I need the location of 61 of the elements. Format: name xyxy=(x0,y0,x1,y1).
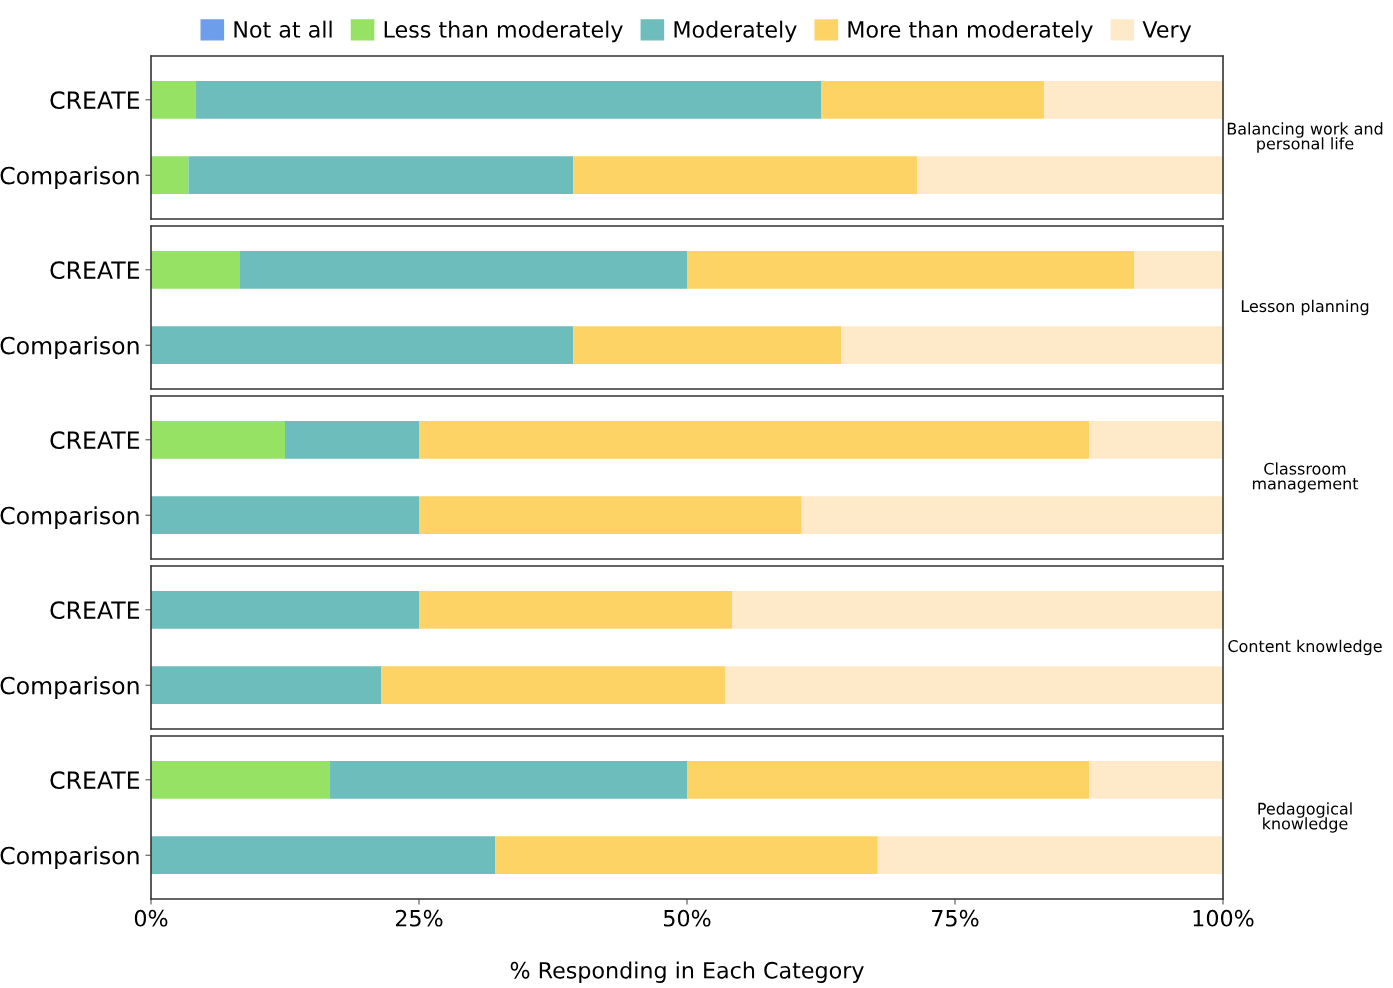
y-tick-label: CREATE xyxy=(50,601,140,620)
bar xyxy=(151,760,331,799)
y-tick-label: Comparison xyxy=(0,676,139,700)
bar xyxy=(1134,250,1223,289)
bar xyxy=(841,326,1223,365)
bar xyxy=(151,590,419,629)
bar xyxy=(419,590,733,629)
x-tick-label: 0% xyxy=(134,909,168,927)
bar xyxy=(151,156,189,195)
bar xyxy=(188,156,574,195)
x-axis-title: % Responding in Each Category xyxy=(510,961,864,983)
y-tick-label: CREATE xyxy=(50,771,140,790)
bar xyxy=(687,760,1089,799)
bar xyxy=(151,326,574,365)
bar xyxy=(821,80,1044,119)
bar xyxy=(239,250,687,289)
y-tick-label: CREATE xyxy=(50,431,140,450)
bar xyxy=(285,420,419,459)
bar xyxy=(1089,760,1223,799)
x-tick-label: 25% xyxy=(395,909,443,927)
bar xyxy=(330,760,687,799)
bar xyxy=(151,420,285,459)
bar xyxy=(687,250,1135,289)
bar xyxy=(151,666,382,705)
y-tick-label: CREATE xyxy=(50,261,140,280)
x-tick-label: 100% xyxy=(1193,909,1254,927)
y2-axis-title: Content knowledge xyxy=(1228,639,1382,656)
bar xyxy=(801,496,1223,535)
bar xyxy=(151,250,240,289)
legend-label: More than moderately xyxy=(848,20,1093,43)
bar xyxy=(1043,80,1223,119)
bar xyxy=(877,836,1222,875)
bar xyxy=(917,156,1223,195)
y-tick-label: Comparison xyxy=(0,846,139,870)
bar xyxy=(151,496,419,535)
bar xyxy=(495,836,878,875)
bar xyxy=(419,496,802,535)
bar xyxy=(196,80,821,119)
bar xyxy=(151,836,496,875)
bar xyxy=(151,80,197,119)
y-tick-label: CREATE xyxy=(50,91,140,110)
bar xyxy=(573,326,842,365)
legend-label: Very xyxy=(1142,21,1192,43)
bar xyxy=(725,666,1223,705)
bar xyxy=(573,156,918,195)
y2-axis-title: Balancing work and personal life xyxy=(1227,122,1383,153)
x-tick-label: 75% xyxy=(932,909,979,927)
legend-label: Moderately xyxy=(674,20,797,43)
y-tick-label: Comparison xyxy=(0,506,139,530)
bar xyxy=(419,420,1089,459)
y2-axis-title: Pedagogical knowledge xyxy=(1258,802,1352,833)
bar xyxy=(1089,420,1223,459)
y-tick-label: Comparison xyxy=(0,336,139,360)
y2-axis-title: Lesson planning xyxy=(1241,299,1369,316)
x-tick-label: 50% xyxy=(664,909,711,927)
y-tick-label: Comparison xyxy=(0,166,139,190)
bar xyxy=(381,666,726,705)
legend-label: Not at all xyxy=(234,20,332,38)
bar xyxy=(732,590,1223,629)
y2-axis-title: Classroom management xyxy=(1252,462,1359,493)
legend-label: Less than moderately xyxy=(384,20,623,43)
